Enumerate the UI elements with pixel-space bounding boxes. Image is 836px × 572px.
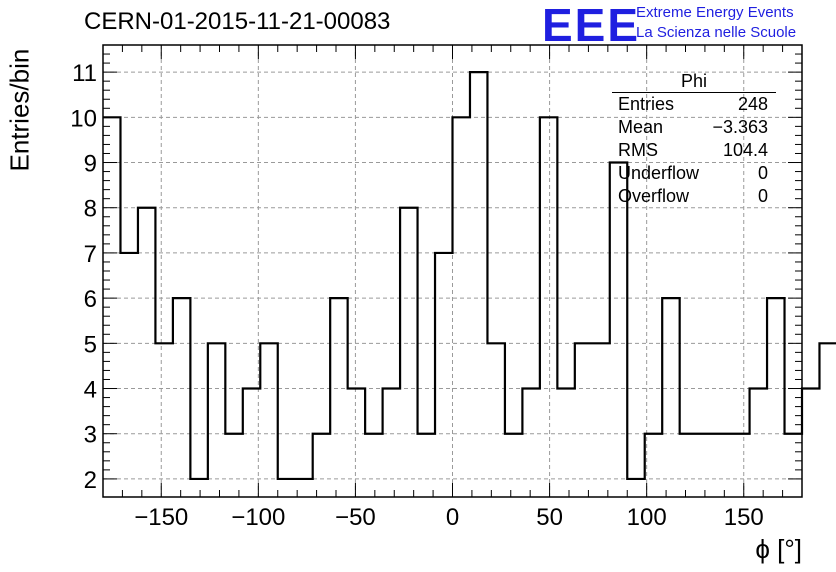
x-axis-label: ϕ [°]: [755, 534, 802, 564]
histogram-bin: [138, 208, 155, 497]
histogram-bin: [330, 298, 347, 497]
stats-value: −3.363: [712, 117, 768, 137]
histogram-bin: [662, 298, 679, 497]
stats-value: 0: [757, 186, 768, 206]
stats-row-entries: Entries 248: [612, 93, 776, 116]
stats-label: Mean: [618, 117, 664, 137]
y-tick-label: 5: [84, 331, 97, 358]
stats-row-overflow: Overflow 0: [612, 185, 776, 208]
histogram-bin: [278, 479, 295, 497]
y-tick-label: 3: [84, 422, 97, 449]
histogram-bin: [732, 434, 749, 497]
histogram-bin: [819, 343, 836, 497]
logo-line-2: La Scienza nelle Scuole: [636, 24, 797, 41]
histogram-bin: [120, 253, 137, 497]
eee-logo: EEE: [542, 0, 641, 51]
histogram-bin: [680, 434, 697, 497]
histogram-bin: [470, 72, 487, 497]
plot-frame: [102, 44, 803, 498]
x-tick-label: 0: [446, 504, 459, 531]
histogram-bin: [365, 434, 382, 497]
histogram-bin: [767, 298, 784, 497]
stats-value: 104.4: [722, 140, 768, 160]
y-tick-label: 7: [84, 241, 97, 268]
histogram-bin: [575, 343, 592, 497]
histogram-bin: [487, 343, 504, 497]
stats-row-underflow: Underflow 0: [612, 162, 776, 185]
histogram-bin: [627, 479, 644, 497]
eee-logo-text: Extreme Energy Events La Scienza nelle S…: [636, 3, 796, 43]
stats-value: 248: [737, 94, 768, 114]
histogram-bin: [155, 343, 172, 497]
histogram-bin: [802, 389, 819, 497]
x-tick-label: −50: [335, 504, 376, 531]
stats-row-mean: Mean −3.363: [612, 116, 776, 139]
stats-label: Underflow: [618, 163, 700, 183]
y-axis-label: Entries/bin: [4, 48, 35, 172]
run-title: CERN-01-2015-11-21-00083: [84, 8, 391, 35]
logo-line-1: Extreme Energy Events: [636, 4, 794, 21]
x-tick-label: 50: [536, 504, 563, 531]
histogram-bin: [785, 434, 802, 497]
histogram-bin: [348, 389, 365, 497]
histogram-bin: [190, 479, 207, 497]
histogram-bin: [505, 434, 522, 497]
stats-label: Overflow: [618, 186, 690, 206]
stats-title: Phi: [612, 70, 776, 93]
histogram-bin: [610, 163, 627, 497]
histogram-bin: [225, 434, 242, 497]
histogram-bin: [750, 389, 767, 497]
histogram-bin: [243, 389, 260, 497]
y-tick-label: 11: [72, 60, 97, 87]
stats-box: Phi Entries 248 Mean −3.363 RMS 104.4 Under…: [612, 70, 776, 208]
x-tick-label: −100: [231, 504, 285, 531]
histogram-bin: [453, 117, 470, 497]
histogram-bin: [540, 117, 557, 497]
histogram-bin: [383, 389, 400, 497]
histogram-bin: [715, 434, 732, 497]
histogram-bin: [313, 434, 330, 497]
y-tick-label: 8: [84, 196, 97, 223]
x-tick-label: 150: [724, 504, 764, 531]
y-tick-label: 10: [70, 105, 97, 132]
stats-label: Entries: [618, 94, 675, 114]
histogram-bin: [418, 434, 435, 497]
y-tick-label: 4: [84, 377, 97, 404]
stats-label: RMS: [618, 140, 658, 160]
histogram-bin: [295, 479, 312, 497]
y-tick-label: 9: [84, 151, 97, 178]
stats-row-rms: RMS 104.4: [612, 139, 776, 162]
histogram-bin: [645, 434, 662, 497]
histogram-bin: [557, 389, 574, 497]
histogram-bin: [173, 298, 190, 497]
histogram-bin: [103, 117, 120, 497]
histogram-bin: [697, 434, 714, 497]
x-tick-label: 100: [627, 504, 667, 531]
histogram-bin: [400, 208, 417, 497]
histogram-line: [103, 71, 836, 481]
histogram-bin: [435, 253, 452, 497]
y-tick-label: 6: [84, 286, 97, 313]
histogram-bin: [522, 389, 539, 497]
x-tick-label: −150: [134, 504, 188, 531]
histogram-bin: [260, 343, 277, 497]
stats-value: 0: [757, 163, 768, 183]
histogram-bin: [208, 343, 225, 497]
histogram-bin: [592, 343, 609, 497]
y-tick-label: 2: [84, 467, 97, 494]
